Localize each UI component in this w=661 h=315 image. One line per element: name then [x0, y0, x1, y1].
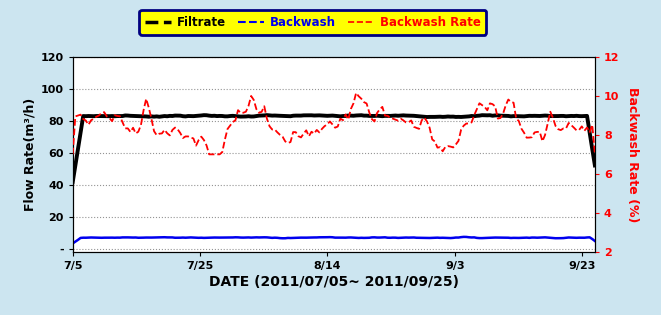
X-axis label: DATE (2011/07/05~ 2011/09/25): DATE (2011/07/05~ 2011/09/25) [209, 275, 459, 289]
Y-axis label: Flow Rate(m³/h): Flow Rate(m³/h) [23, 98, 36, 211]
Y-axis label: Backwash Rate (%): Backwash Rate (%) [626, 87, 639, 222]
Legend: Filtrate, Backwash, Backwash Rate: Filtrate, Backwash, Backwash Rate [139, 10, 486, 35]
